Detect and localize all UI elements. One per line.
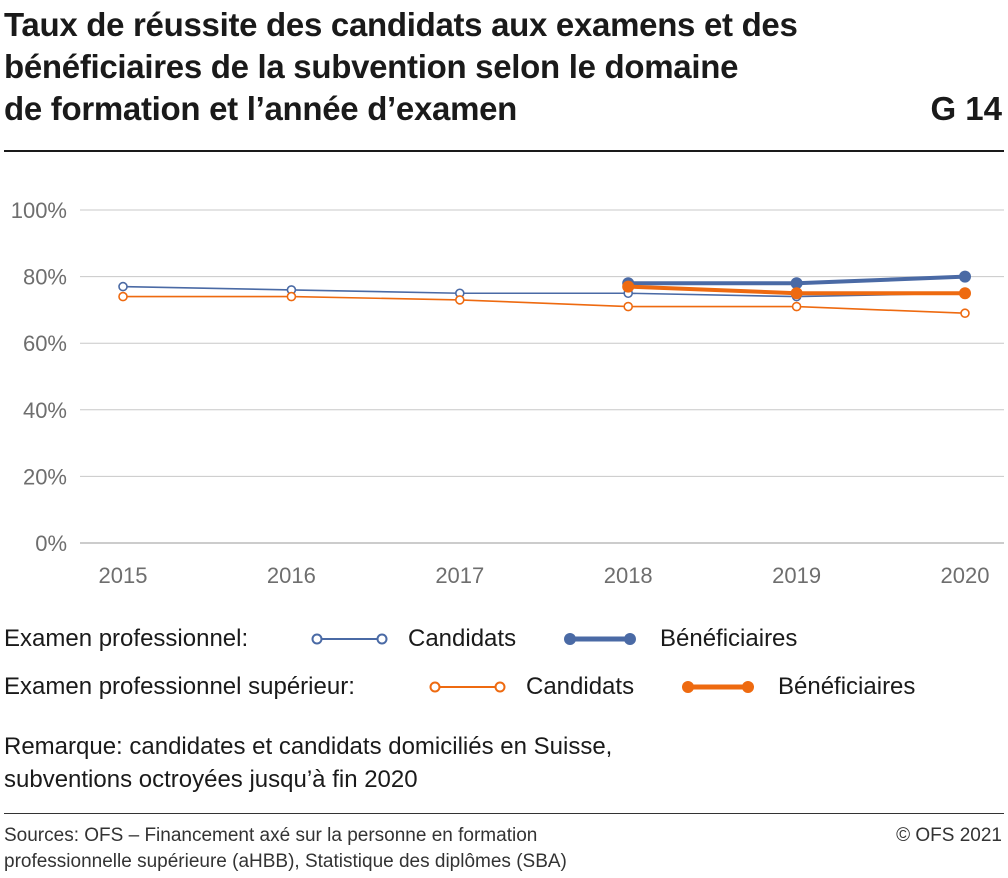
data-point-ep-beneficiaires bbox=[790, 277, 803, 290]
legend-row-examen-professionnel-superieur: Examen professionnel supérieur: Candidat… bbox=[4, 670, 1004, 704]
legend-label-beneficiaires: Bénéficiaires bbox=[660, 625, 798, 652]
data-point-eps-candidats bbox=[454, 295, 465, 305]
graphic-number: G 14 bbox=[930, 90, 1002, 127]
legend-row-examen-professionnel: Examen professionnel: Candidats Bénéfici… bbox=[4, 622, 1004, 656]
data-point-eps-candidats bbox=[791, 301, 802, 312]
legend-group-label: Examen professionnel supérieur: bbox=[4, 673, 355, 700]
data-point-eps-candidats bbox=[118, 291, 128, 302]
sources: Sources: OFS – Financement axé sur la pe… bbox=[4, 823, 567, 875]
y-tick-label: 80% bbox=[23, 265, 67, 290]
x-tick-label: 2018 bbox=[604, 563, 653, 588]
note-line: subventions octroyées jusqu’à fin 2020 bbox=[4, 766, 418, 793]
chart-title-line: bénéficiaires de la subvention selon le … bbox=[4, 48, 739, 85]
copyright: © OFS 2021 bbox=[896, 825, 1002, 846]
x-tick-label: 2015 bbox=[99, 563, 148, 588]
data-point-eps-candidats bbox=[623, 301, 634, 312]
legend-label-candidats: Candidats bbox=[408, 625, 517, 652]
title-divider bbox=[4, 150, 1004, 152]
legend-swatch-candidats-blue bbox=[311, 633, 388, 645]
y-tick-label: 0% bbox=[35, 531, 67, 556]
chart-title-line: de formation et l’année d’examen bbox=[4, 90, 518, 127]
data-point-eps-candidats bbox=[286, 291, 297, 302]
y-tick-label: 20% bbox=[23, 464, 67, 489]
x-tick-label: 2016 bbox=[267, 563, 316, 588]
legend-label-candidats: Candidats bbox=[526, 673, 635, 700]
data-point-ep-beneficiaires bbox=[959, 270, 971, 283]
x-tick-label: 2019 bbox=[772, 563, 821, 588]
x-tick-label: 2020 bbox=[941, 563, 990, 588]
legend-label-beneficiaires: Bénéficiaires bbox=[778, 673, 916, 700]
x-tick-label: 2017 bbox=[435, 563, 484, 588]
series-line-ep-candidats bbox=[122, 285, 966, 298]
sources-line: professionnelle supérieure (aHBB), Stati… bbox=[4, 851, 567, 872]
legend-group-label: Examen professionnel: bbox=[4, 625, 249, 652]
y-tick-label: 60% bbox=[23, 331, 67, 356]
sources-line: Sources: OFS – Financement axé sur la pe… bbox=[4, 825, 538, 846]
footer-divider bbox=[4, 813, 1004, 814]
chart-title: Taux de réussite des candidats aux exame… bbox=[4, 4, 934, 130]
data-point-eps-beneficiaires bbox=[622, 280, 635, 293]
y-tick-label: 100% bbox=[11, 198, 67, 223]
line-chart: 0% 20% 40% 60% 80% 100% 2015 2016 2017 2018 2019 20… bbox=[11, 198, 1004, 588]
note-line: Remarque: candidates et candidats domici… bbox=[4, 733, 613, 760]
legend-swatch-candidats-orange bbox=[429, 681, 506, 693]
chart-title-line: Taux de réussite des candidats aux exame… bbox=[4, 6, 798, 43]
data-point-eps-beneficiaires bbox=[790, 287, 803, 300]
series-line-eps-candidats bbox=[123, 295, 966, 315]
legend-swatch-beneficiaires-orange bbox=[682, 681, 754, 693]
chart-note: Remarque: candidates et candidats domici… bbox=[4, 730, 612, 796]
y-tick-label: 40% bbox=[23, 398, 67, 423]
legend-swatch-beneficiaires-blue bbox=[564, 633, 636, 645]
data-point-eps-beneficiaires bbox=[959, 287, 971, 300]
data-point-eps-candidats bbox=[960, 308, 970, 319]
data-point-ep-candidats bbox=[118, 281, 128, 292]
